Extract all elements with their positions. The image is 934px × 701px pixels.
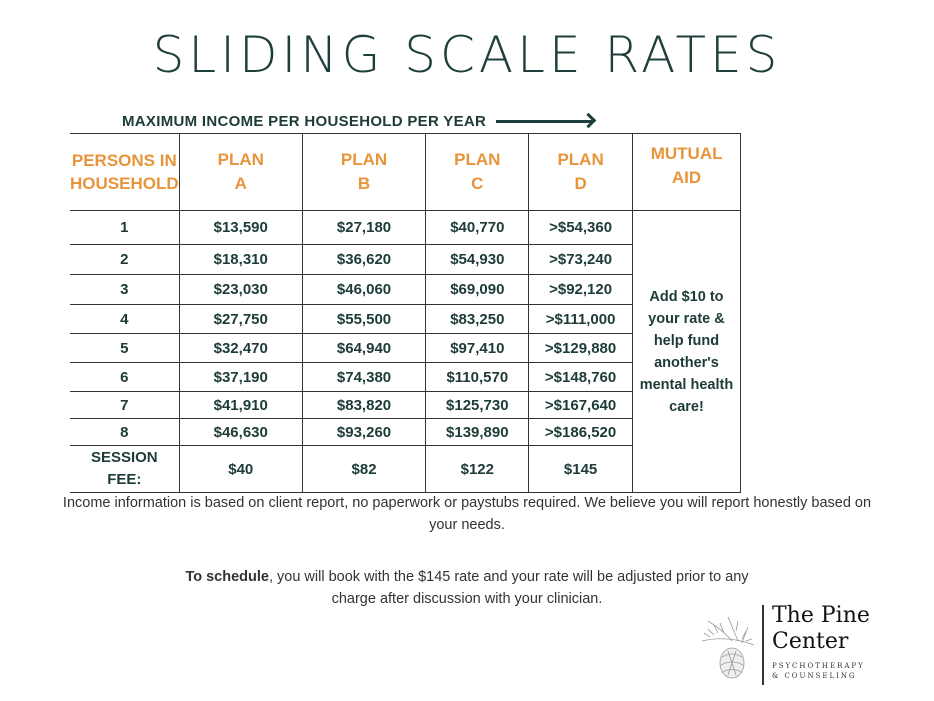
cell-plan-a: $41,910: [178, 391, 303, 419]
table-row: 5 $32,470 $64,940 $97,410 >$129,880: [70, 333, 741, 363]
session-fee-label: SESSION FEE:: [70, 445, 180, 493]
header-mutual-aid: MUTUAL AID: [631, 133, 742, 211]
cell-plan-b: $36,620: [301, 244, 427, 275]
cell-plan-d: >$167,640: [528, 391, 633, 419]
header-plan-c: PLAN C: [425, 133, 530, 211]
cell-plan-d: >$186,520: [528, 418, 633, 446]
cell-plan-b: $74,380: [301, 362, 427, 392]
cell-plan-a: $37,190: [178, 362, 303, 392]
cell-persons: 5: [70, 333, 180, 363]
logo-divider: [762, 605, 764, 685]
table-row: 6 $37,190 $74,380 $110,570 >$148,760: [70, 362, 741, 392]
subtitle-text: MAXIMUM INCOME PER HOUSEHOLD PER YEAR: [122, 113, 487, 130]
cell-plan-c: $97,410: [425, 333, 530, 363]
cell-persons: 4: [70, 304, 180, 334]
cell-plan-d: >$148,760: [528, 362, 633, 392]
cell-plan-d: >$111,000: [528, 304, 633, 334]
income-subtitle: MAXIMUM INCOME PER HOUSEHOLD PER YEAR: [122, 113, 593, 130]
mutual-aid-note: Add $10 to your rate & help fund another…: [631, 210, 742, 493]
rates-table: PERSONS IN HOUSEHOLD PLAN A PLAN B PLAN …: [70, 133, 742, 493]
session-fee-plan-a: $40: [178, 445, 303, 493]
header-plan-b: PLAN B: [301, 133, 427, 211]
schedule-text: , you will book with the $145 rate and y…: [268, 569, 749, 607]
cell-plan-b: $64,940: [301, 333, 427, 363]
cell-plan-d: >$92,120: [528, 274, 633, 305]
logo-name-line1: The Pine: [772, 603, 870, 628]
cell-persons: 7: [70, 391, 180, 419]
cell-persons: 1: [70, 210, 180, 245]
cell-plan-d: >$54,360: [528, 210, 633, 245]
cell-plan-c: $139,890: [425, 418, 530, 446]
income-note: Income information is based on client re…: [62, 495, 872, 533]
cell-plan-d: >$129,880: [528, 333, 633, 363]
cell-plan-a: $18,310: [178, 244, 303, 275]
cell-persons: 6: [70, 362, 180, 392]
schedule-bold: To schedule: [185, 569, 269, 585]
cell-persons: 3: [70, 274, 180, 305]
schedule-note: To schedule, you will book with the $145…: [57, 566, 877, 610]
cell-plan-c: $125,730: [425, 391, 530, 419]
cell-plan-a: $46,630: [178, 418, 303, 446]
page-title: SLIDING SCALE RATES: [152, 26, 782, 84]
cell-plan-c: $110,570: [425, 362, 530, 392]
header-plan-a: PLAN A: [178, 133, 303, 211]
cell-plan-b: $55,500: [301, 304, 427, 334]
cell-plan-a: $13,590: [178, 210, 303, 245]
session-fee-plan-c: $122: [425, 445, 530, 493]
cell-plan-a: $32,470: [178, 333, 303, 363]
logo-tagline: PSYCHOTHERAPY & COUNSELING: [772, 662, 865, 680]
cell-plan-c: $54,930: [425, 244, 530, 275]
logo-name: The Pine Center: [772, 603, 870, 655]
table-row: 1 $13,590 $27,180 $40,770 >$54,360 Add $10 to…: [70, 210, 742, 493]
session-fee-plan-d: $145: [528, 445, 633, 493]
cell-plan-b: $27,180: [301, 210, 427, 245]
cell-plan-c: $40,770: [425, 210, 530, 245]
cell-plan-c: $83,250: [425, 304, 530, 334]
header-persons: PERSONS IN HOUSEHOLD: [70, 133, 180, 211]
cell-plan-b: $46,060: [301, 274, 427, 305]
cell-persons: 8: [70, 418, 180, 446]
cell-persons: 2: [70, 244, 180, 275]
table-row: 7 $41,910 $83,820 $125,730 >$167,640: [70, 391, 741, 419]
table-row: 3 $23,030 $46,060 $69,090 >$92,120: [70, 274, 741, 305]
arrow-right-icon: [496, 120, 593, 123]
table-row: 4 $27,750 $55,500 $83,250 >$111,000: [70, 304, 741, 334]
pinecone-icon: [701, 616, 755, 679]
cell-plan-a: $27,750: [178, 304, 303, 334]
logo-name-line2: Center: [772, 629, 849, 654]
cell-plan-b: $93,260: [301, 418, 427, 446]
cell-plan-b: $83,820: [301, 391, 427, 419]
header-plan-d: PLAN D: [528, 133, 633, 211]
session-fee-plan-b: $82: [301, 445, 427, 493]
session-fee-row: SESSION FEE: $40 $82 $122 $145: [70, 445, 741, 493]
pine-center-logo: The Pine Center PSYCHOTHERAPY & COUNSELIN…: [696, 603, 896, 688]
cell-plan-d: >$73,240: [528, 244, 633, 275]
cell-plan-a: $23,030: [178, 274, 303, 305]
cell-plan-c: $69,090: [425, 274, 530, 305]
